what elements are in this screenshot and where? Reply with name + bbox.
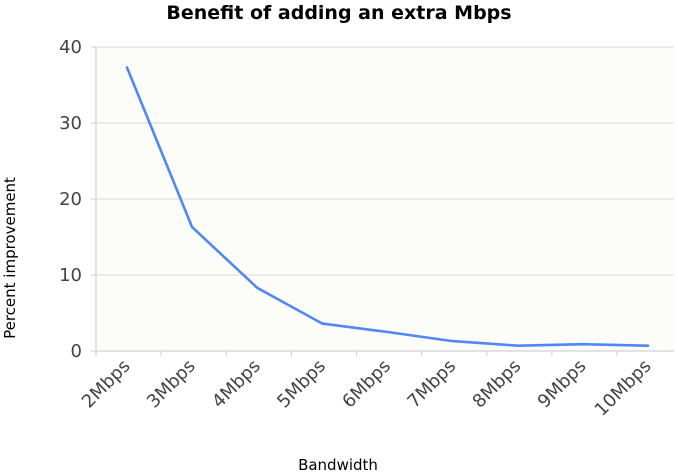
chart-title: Benefit of adding an extra Mbps [166,2,511,24]
y-tick-label: 30 [59,113,82,134]
y-tick-label: 40 [59,37,82,58]
y-tick-label: 20 [59,189,82,210]
x-tick-label: 2Mbps [78,356,135,413]
x-tick-label: 10Mbps [591,356,656,421]
y-axis-ticks: 0 10 20 30 40 [59,37,96,362]
series-line [125,66,650,348]
x-tick-label: 4Mbps [208,356,265,413]
y-tick-label: 0 [71,341,82,362]
grid-lines [96,46,674,276]
y-axis-title: Percent improvement [1,177,19,339]
x-tick-label: 8Mbps [469,356,526,413]
x-tick-label: 6Mbps [338,356,395,413]
x-axis-ticks: 2Mbps 3Mbps 4Mbps 5Mbps 6Mbps 7Mbps 8Mbps 9Mbps… [78,351,656,421]
series-group [125,66,650,348]
x-tick-label: 3Mbps [143,356,200,413]
x-tick-label: 5Mbps [273,356,330,413]
y-tick-label: 10 [59,265,82,286]
x-tick-label: 9Mbps [534,356,591,413]
x-axis-title: Bandwidth [298,456,378,472]
x-tick-label: 7Mbps [403,356,460,413]
